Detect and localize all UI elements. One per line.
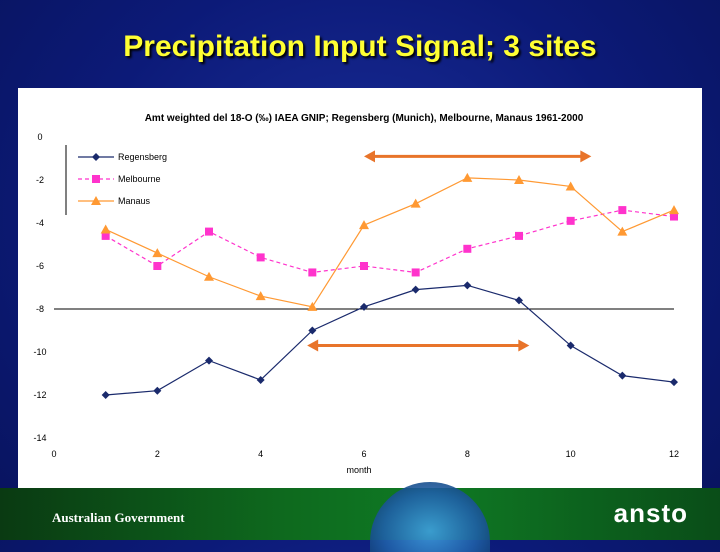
regensberg-point — [463, 281, 472, 290]
manaus-point — [617, 226, 628, 236]
footer-bar: Australian Government ansto — [0, 482, 720, 552]
y-tick-label: -10 — [33, 347, 46, 357]
regensberg-point — [515, 296, 523, 305]
manaus-point — [514, 175, 524, 184]
x-tick-label: 12 — [669, 449, 679, 459]
y-tick-label: -12 — [33, 390, 46, 400]
y-tick-label: 0 — [37, 132, 42, 142]
manaus-point — [565, 181, 576, 191]
melbourne-point — [360, 262, 368, 270]
y-tick-label: -2 — [36, 175, 44, 185]
y-tick-label: -8 — [36, 304, 44, 314]
manaus-point — [359, 220, 369, 230]
regensberg-series-line — [105, 284, 675, 396]
government-label: Australian Government — [52, 510, 185, 525]
x-tick-label: 6 — [361, 449, 366, 459]
manaus-point — [255, 291, 266, 301]
legend-label-regensberg: Regensberg — [118, 152, 167, 162]
regensberg-point — [256, 375, 265, 384]
manaus-point — [204, 271, 214, 281]
manaus-point — [152, 248, 163, 258]
annotation-arrow-head — [518, 339, 530, 352]
melbourne-point — [566, 216, 575, 225]
manaus-point — [462, 172, 473, 182]
x-tick-label: 0 — [51, 449, 56, 459]
melbourne-point — [670, 212, 678, 221]
chart-title: Amt weighted del 18-O (‰) IAEA GNIP; Reg… — [145, 113, 584, 124]
legend-marker-melbourne — [92, 175, 100, 183]
globe-image — [370, 482, 490, 552]
legend-marker-regensberg — [92, 153, 100, 161]
annotation-arrow-head — [307, 339, 319, 352]
y-tick-label: -4 — [36, 218, 44, 228]
regensberg-point — [308, 326, 317, 335]
melbourne-point — [463, 244, 472, 253]
annotation-arrow-head — [364, 150, 375, 163]
melbourne-point — [618, 206, 627, 215]
manaus-point — [669, 205, 679, 215]
manaus-point — [410, 198, 421, 208]
line-chart: Amt weighted del 18-O (‰) IAEA GNIP; Reg… — [33, 113, 679, 475]
legend-label-manaus: Manaus — [118, 196, 151, 206]
manaus-point — [100, 224, 111, 234]
x-tick-label: 4 — [258, 449, 263, 459]
regensberg-point — [205, 356, 213, 365]
manaus-point — [307, 301, 318, 311]
regensberg-point — [153, 386, 162, 395]
y-tick-label: -6 — [36, 261, 44, 271]
y-tick-label: -14 — [33, 433, 46, 443]
legend-marker-manaus — [91, 196, 101, 205]
x-tick-label: 8 — [465, 449, 470, 459]
regensberg-point — [411, 285, 420, 294]
x-axis-label: month — [346, 465, 371, 475]
slide-title: Precipitation Input Signal; 3 sites — [123, 30, 597, 63]
regensberg-point — [618, 371, 627, 380]
legend-label-melbourne: Melbourne — [118, 174, 161, 184]
melbourne-series-line — [105, 209, 675, 274]
melbourne-point — [205, 227, 213, 236]
chart-panel: Amt weighted del 18-O (‰) IAEA GNIP; Reg… — [18, 88, 702, 492]
melbourne-point — [515, 231, 523, 240]
regensberg-point — [360, 302, 368, 311]
regensberg-point — [670, 378, 678, 387]
melbourne-point — [153, 262, 162, 270]
regensberg-point — [101, 391, 110, 399]
melbourne-point — [308, 268, 317, 277]
melbourne-point — [411, 268, 420, 277]
manaus-series-line — [105, 177, 675, 308]
regensberg-point — [566, 341, 575, 350]
melbourne-point — [256, 253, 265, 262]
x-tick-label: 10 — [566, 449, 576, 459]
x-tick-label: 2 — [155, 449, 160, 459]
annotation-arrow-head — [580, 150, 592, 163]
melbourne-point — [101, 231, 110, 240]
ansto-logo: ansto — [613, 498, 688, 528]
